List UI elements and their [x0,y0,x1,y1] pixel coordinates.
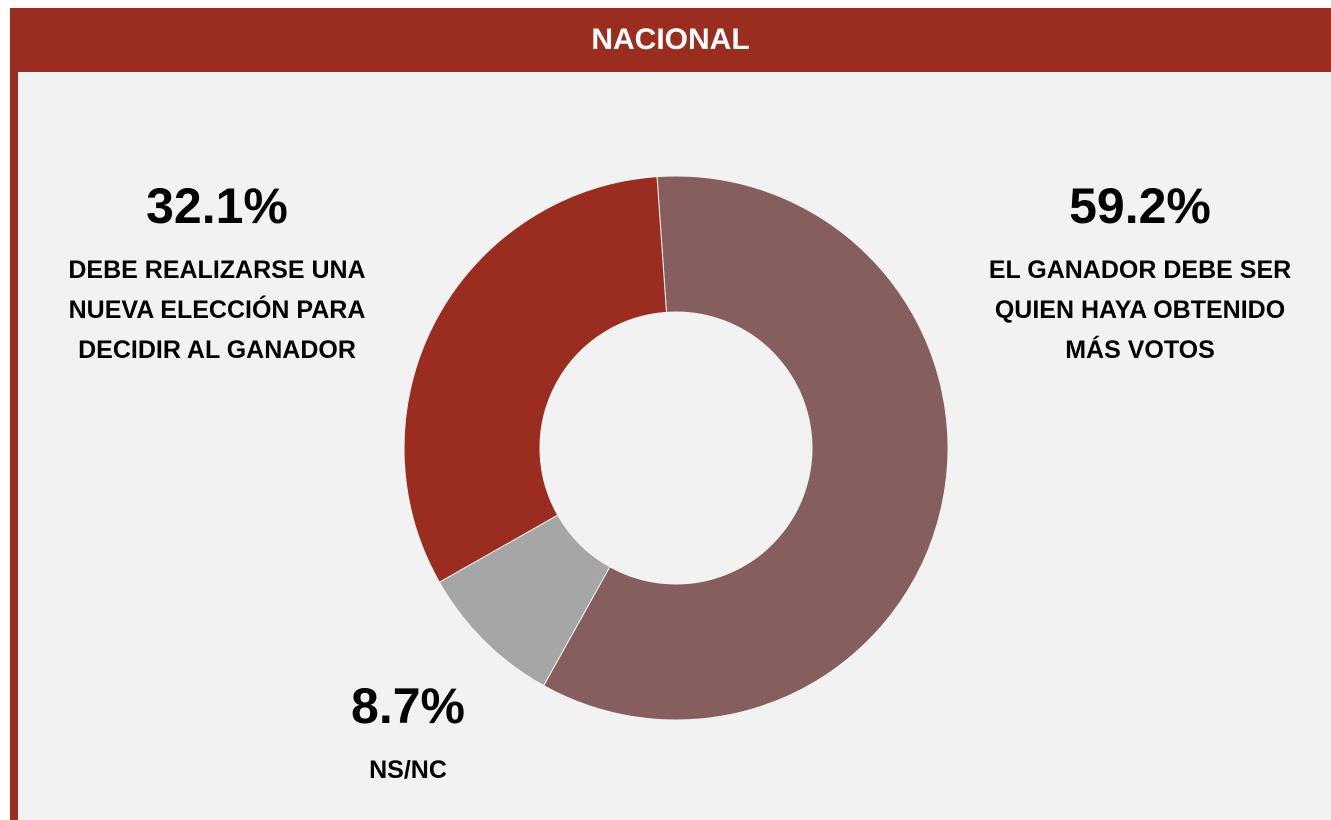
donut-slice [403,176,668,583]
data-label: 8.7% [351,678,465,734]
category-label: NS/NC [369,756,447,784]
donut-slice [542,175,949,721]
chart-title: NACIONAL [10,8,1331,72]
data-label: 59.2% [1069,178,1211,234]
data-label: 32.1% [146,178,288,234]
category-label: EL GANADOR DEBE SER QUIEN HAYA OBTENIDO … [988,256,1292,364]
category-label: DEBE REALIZARSE UNA NUEVA ELECCIÓN PARA … [68,256,366,364]
